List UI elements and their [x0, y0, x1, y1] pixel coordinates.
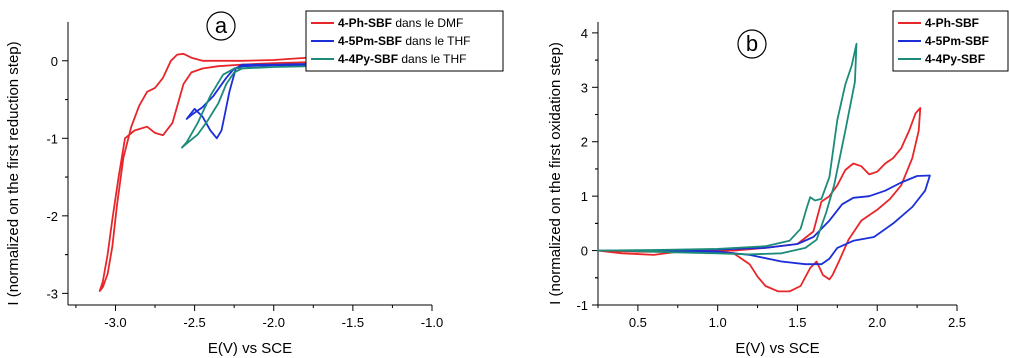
y-tick-label: -2 [46, 209, 58, 224]
chart-panel-a: -3.0 -2.5 -2.0 -1.5 -1.0 0 -1 -2 -3 E(V) vs SCE… [5, 10, 504, 357]
y-tick-label: 0 [51, 54, 58, 69]
legend-box [305, 10, 504, 72]
x-tick-label: 1.5 [788, 315, 806, 330]
series-line-4-ph-sbf [98, 52, 425, 292]
legend-label: 4-Ph-SBF [925, 16, 979, 30]
x-tick-label: -2.0 [263, 315, 285, 330]
y-tick-label: 3 [581, 80, 588, 95]
legend-label-name: 4-Ph-SBF [925, 16, 979, 30]
panel-label-circle [737, 29, 767, 59]
panel-label-text: b [746, 31, 758, 56]
panel-label-badge: a [206, 11, 236, 41]
x-ticks: 0.5 1.0 1.5 2.0 2.5 [597, 305, 966, 330]
x-tick-label: -1.5 [342, 315, 364, 330]
x-tick-label: 0.5 [629, 315, 647, 330]
legend-label-name: 4-4Py-SBF [338, 52, 398, 66]
legend-label-suffix: dans le THF [398, 52, 466, 66]
panel-label-circle [206, 11, 236, 41]
y-tick-label: 1 [581, 189, 588, 204]
legend-label: 4-4Py-SBF dans le THF [338, 52, 467, 66]
y-axis-title: I (normalized on the first reduction ste… [5, 41, 22, 305]
x-tick-label: -1.0 [421, 315, 443, 330]
legend-label-name: 4-5Pm-SBF [925, 34, 989, 48]
x-ticks: -3.0 -2.5 -2.0 -1.5 -1.0 [75, 305, 443, 330]
legend: 4-Ph-SBF 4-5Pm-SBF 4-4Py-SBF [892, 10, 1009, 72]
y-ticks: 0 -1 -2 -3 [46, 54, 68, 301]
x-axis-title: E(V) vs SCE [208, 340, 292, 357]
series-line-4-4py-sbf [597, 42, 858, 256]
series-line-4-5pm-sbf [185, 61, 433, 140]
chart-panel-b: 0.5 1.0 1.5 2.0 2.5 -1 0 1 2 3 4 E(V) vs SCE I (n… [547, 10, 1009, 357]
series-line-4-ph-sbf [597, 107, 922, 293]
y-tick-label: 4 [581, 26, 588, 41]
legend: 4-Ph-SBF dans le DMF 4-5Pm-SBF dans le TH… [305, 10, 504, 72]
legend-label-suffix: dans le DMF [392, 16, 463, 30]
series-group [98, 52, 433, 292]
legend-label: 4-Ph-SBF dans le DMF [338, 16, 463, 30]
x-tick-label: 2.5 [948, 315, 966, 330]
y-tick-label: -1 [576, 298, 588, 313]
legend-label: 4-5Pm-SBF dans le THF [338, 34, 471, 48]
y-tick-label: -1 [46, 131, 58, 146]
x-tick-label: 1.0 [709, 315, 727, 330]
panel-label-text: a [215, 13, 228, 38]
panel-label-badge: b [737, 29, 767, 59]
x-tick-label: -3.0 [104, 315, 126, 330]
x-tick-label: 2.0 [868, 315, 886, 330]
legend-label-suffix: dans le THF [402, 34, 470, 48]
legend-label: 4-4Py-SBF [925, 52, 985, 66]
series-line-4-4py-sbf [181, 63, 433, 149]
legend-label: 4-5Pm-SBF [925, 34, 989, 48]
legend-label-name: 4-4Py-SBF [925, 52, 985, 66]
legend-label-name: 4-Ph-SBF [338, 16, 392, 30]
y-tick-label: 2 [581, 135, 588, 150]
x-axis-title: E(V) vs SCE [735, 340, 819, 357]
x-tick-label: -2.5 [183, 315, 205, 330]
y-tick-label: 0 [581, 244, 588, 259]
y-ticks: -1 0 1 2 3 4 [576, 26, 598, 313]
y-axis-title: I (normalized on the first oxidation ste… [547, 42, 564, 305]
series-line-4-5pm-sbf [597, 174, 931, 266]
legend-label-name: 4-5Pm-SBF [338, 34, 402, 48]
y-tick-label: -3 [46, 286, 58, 301]
series-group [597, 42, 931, 293]
